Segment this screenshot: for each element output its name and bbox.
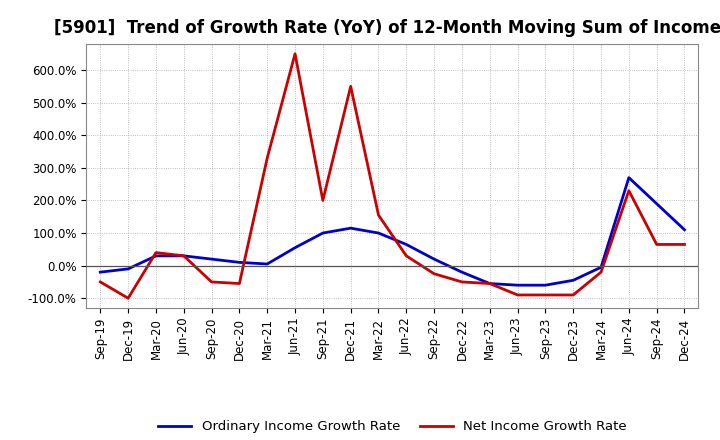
Net Income Growth Rate (263, 155, 271, 161)
Net Income Growth Rate (179, 253, 188, 258)
Ordinary Income Growth Rate (513, 282, 522, 288)
Ordinary Income Growth Rate (152, 253, 161, 258)
Line: Ordinary Income Growth Rate: Ordinary Income Growth Rate (100, 178, 685, 285)
Ordinary Income Growth Rate (346, 226, 355, 231)
Ordinary Income Growth Rate (96, 270, 104, 275)
Ordinary Income Growth Rate (124, 266, 132, 271)
Title: [5901]  Trend of Growth Rate (YoY) of 12-Month Moving Sum of Incomes: [5901] Trend of Growth Rate (YoY) of 12-… (54, 19, 720, 37)
Net Income Growth Rate (207, 279, 216, 285)
Ordinary Income Growth Rate (402, 242, 410, 247)
Net Income Growth Rate (458, 279, 467, 285)
Net Income Growth Rate (485, 281, 494, 286)
Ordinary Income Growth Rate (541, 282, 550, 288)
Net Income Growth Rate (597, 270, 606, 275)
Net Income Growth Rate (318, 198, 327, 203)
Net Income Growth Rate (374, 213, 383, 218)
Ordinary Income Growth Rate (680, 227, 689, 232)
Net Income Growth Rate (291, 51, 300, 56)
Legend: Ordinary Income Growth Rate, Net Income Growth Rate: Ordinary Income Growth Rate, Net Income … (153, 415, 632, 439)
Net Income Growth Rate (346, 84, 355, 89)
Ordinary Income Growth Rate (179, 253, 188, 258)
Net Income Growth Rate (430, 271, 438, 276)
Ordinary Income Growth Rate (374, 231, 383, 236)
Net Income Growth Rate (680, 242, 689, 247)
Ordinary Income Growth Rate (430, 257, 438, 262)
Ordinary Income Growth Rate (291, 245, 300, 250)
Line: Net Income Growth Rate: Net Income Growth Rate (100, 54, 685, 298)
Ordinary Income Growth Rate (207, 257, 216, 262)
Net Income Growth Rate (96, 279, 104, 285)
Ordinary Income Growth Rate (569, 278, 577, 283)
Ordinary Income Growth Rate (652, 201, 661, 206)
Ordinary Income Growth Rate (485, 281, 494, 286)
Ordinary Income Growth Rate (624, 175, 633, 180)
Ordinary Income Growth Rate (263, 261, 271, 267)
Net Income Growth Rate (513, 292, 522, 297)
Net Income Growth Rate (652, 242, 661, 247)
Net Income Growth Rate (402, 253, 410, 258)
Net Income Growth Rate (624, 188, 633, 193)
Ordinary Income Growth Rate (235, 260, 243, 265)
Ordinary Income Growth Rate (458, 270, 467, 275)
Net Income Growth Rate (569, 292, 577, 297)
Net Income Growth Rate (541, 292, 550, 297)
Net Income Growth Rate (235, 281, 243, 286)
Net Income Growth Rate (152, 250, 161, 255)
Ordinary Income Growth Rate (318, 231, 327, 236)
Net Income Growth Rate (124, 296, 132, 301)
Ordinary Income Growth Rate (597, 264, 606, 270)
